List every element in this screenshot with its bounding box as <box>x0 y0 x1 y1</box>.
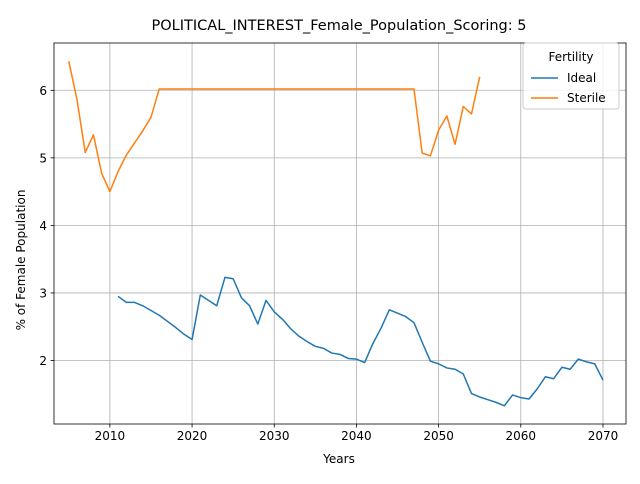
legend-label-sterile: Sterile <box>567 91 606 105</box>
y-tick-label: 5 <box>39 151 47 165</box>
legend-frame <box>522 42 620 110</box>
legend-title: Fertility <box>548 50 593 64</box>
series-line-ideal <box>117 276 604 407</box>
y-tick-label: 6 <box>39 84 47 98</box>
x-tick-label: 2030 <box>259 429 290 443</box>
x-axis-label: Years <box>322 452 355 466</box>
y-tick-label: 2 <box>39 354 47 368</box>
axis-ticks: 2010 2020 2030 2040 2050 2060 2070 2 3 4 5 6 <box>39 84 618 443</box>
series-lines <box>68 61 604 407</box>
chart-title: POLITICAL_INTEREST_Female_Population_Sco… <box>152 18 527 34</box>
legend: Fertility Ideal Sterile <box>522 42 620 110</box>
plot-frame <box>53 42 627 425</box>
legend-label-ideal: Ideal <box>567 71 596 85</box>
y-tick-label: 4 <box>39 219 47 233</box>
x-tick-label: 2060 <box>506 429 537 443</box>
series-line-sterile <box>68 61 481 193</box>
x-tick-label: 2040 <box>341 429 372 443</box>
y-axis-label: % of Female Population <box>14 190 28 331</box>
x-tick-label: 2050 <box>423 429 454 443</box>
grid <box>54 43 626 424</box>
x-tick-label: 2020 <box>177 429 208 443</box>
x-tick-label: 2070 <box>588 429 619 443</box>
x-tick-label: 2010 <box>95 429 126 443</box>
y-tick-label: 3 <box>39 286 47 300</box>
legend-entries: Ideal Sterile <box>531 71 606 105</box>
